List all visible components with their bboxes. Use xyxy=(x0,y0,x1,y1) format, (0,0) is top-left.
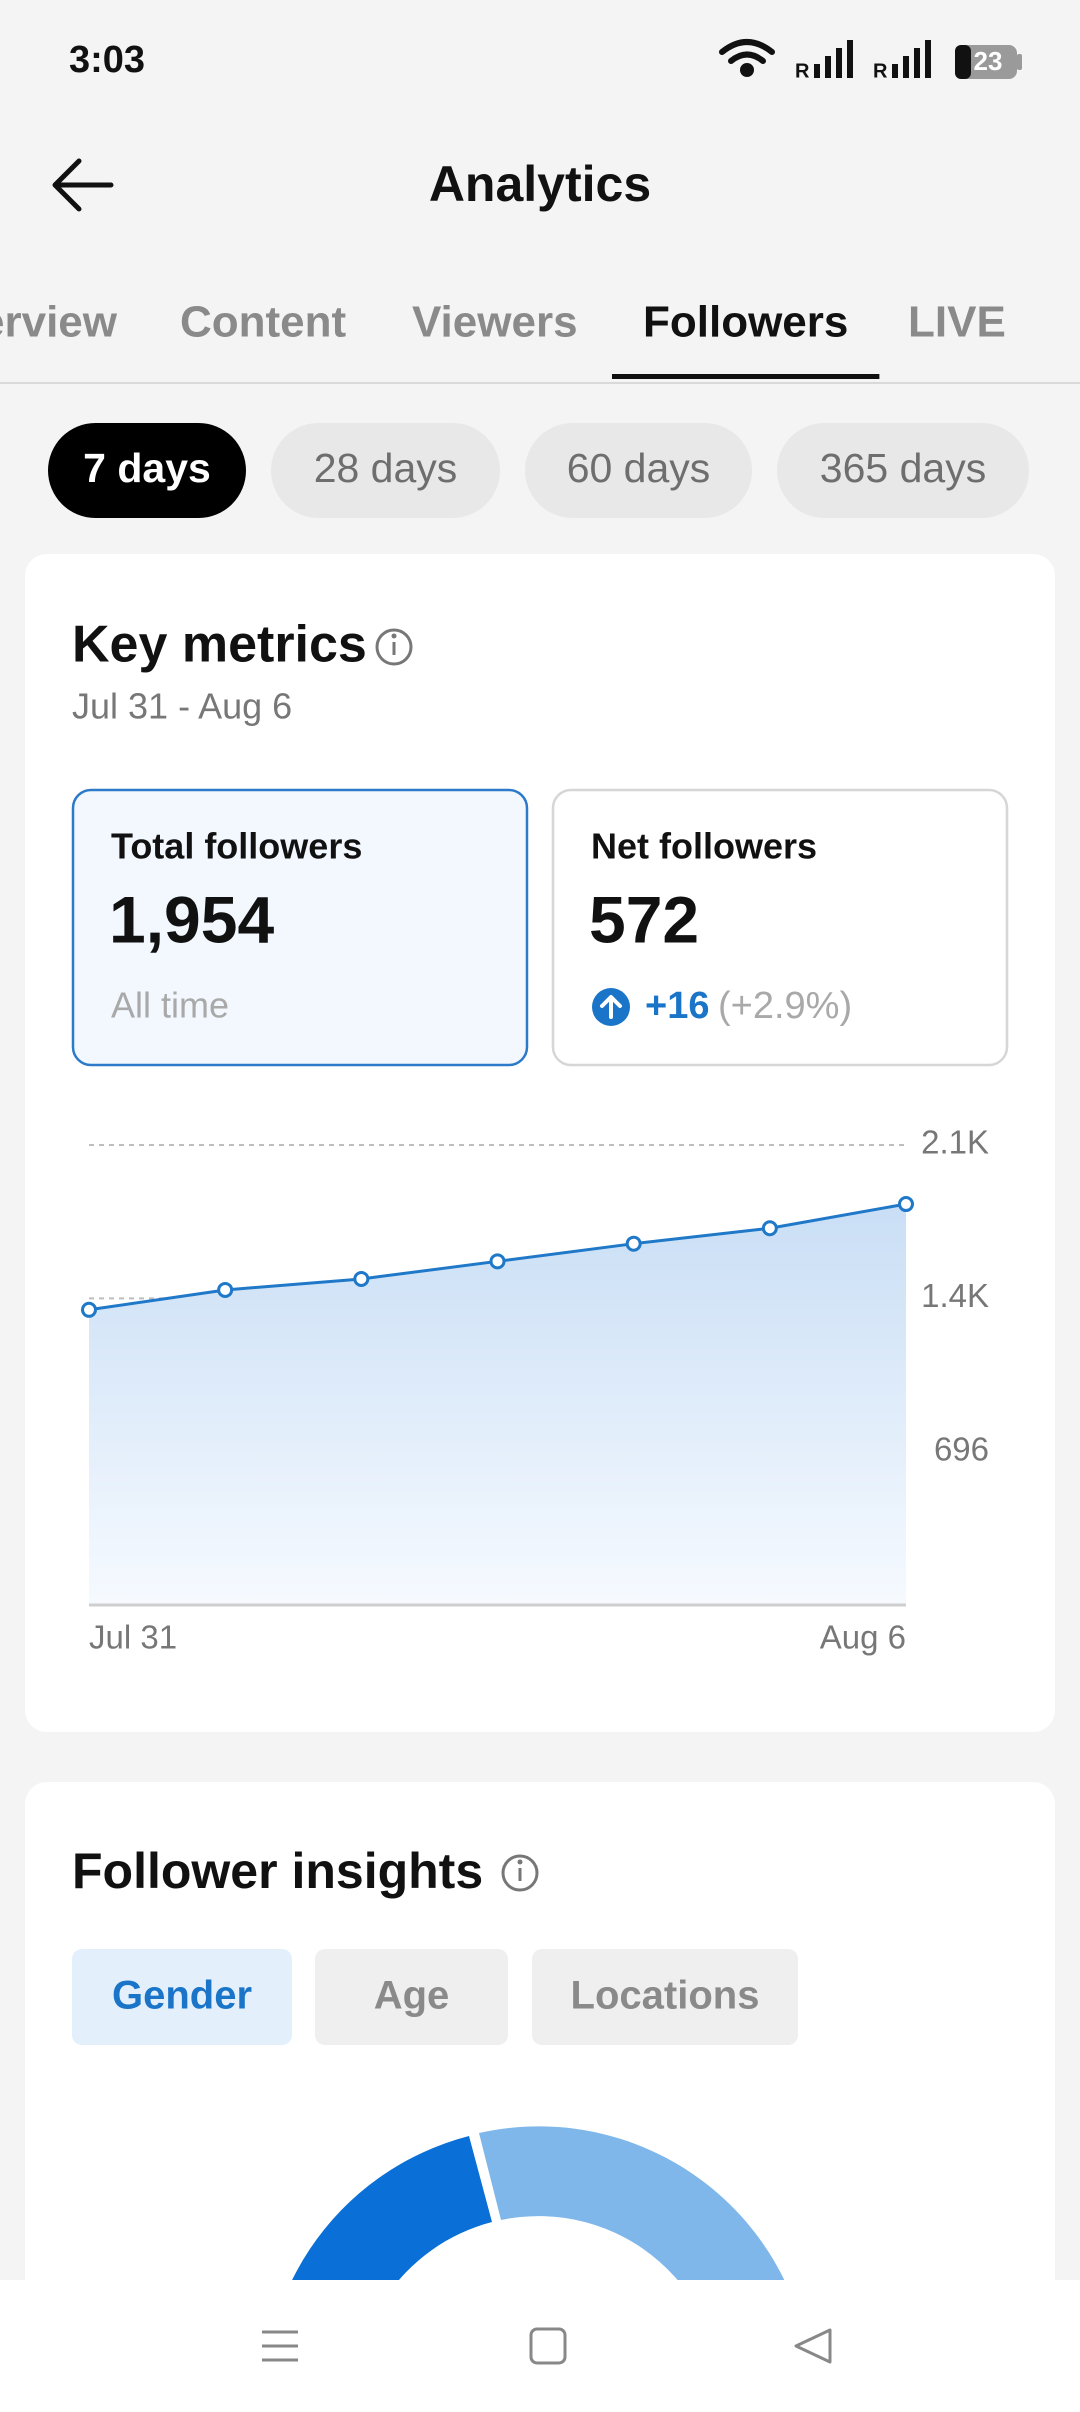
info-icon[interactable] xyxy=(375,628,413,666)
signal-icon xyxy=(814,40,853,78)
followers-chart: 696 1.4K 2.1K Jul 31 Aug 6 xyxy=(81,1124,989,1656)
metric-change: +16 xyxy=(645,985,709,1027)
info-icon[interactable] xyxy=(501,1854,539,1892)
page-title: Analytics xyxy=(429,156,651,212)
x-tick-label: Aug 6 xyxy=(820,1619,906,1656)
metric-box[interactable] xyxy=(551,788,1009,1067)
insight-tab[interactable] xyxy=(315,1949,508,2045)
data-point xyxy=(898,1196,914,1213)
data-point xyxy=(353,1270,370,1287)
metric-value: 572 xyxy=(589,882,699,956)
data-point xyxy=(81,1301,97,1318)
tab-bar: Overview Content Viewers Followers LIVE xyxy=(0,298,1006,379)
tab[interactable]: Content xyxy=(180,298,347,347)
insights-area: Follower insights Gender Age Locations xyxy=(25,1782,1055,2280)
y-tick-label: 2.1K xyxy=(921,1124,989,1161)
period-pill[interactable] xyxy=(48,423,246,518)
metric-note: All time xyxy=(111,985,229,1026)
donut-segment xyxy=(479,2126,785,2280)
insight-tabs: Gender Age Locations xyxy=(72,1949,798,2045)
signal-icon xyxy=(892,40,931,78)
data-point xyxy=(761,1220,778,1237)
section-title: Key metrics xyxy=(72,616,367,674)
tab[interactable]: Followers xyxy=(643,298,848,347)
tab[interactable]: Overview xyxy=(0,298,118,347)
area xyxy=(89,1204,906,1605)
insight-tab-label[interactable]: Locations xyxy=(571,1974,760,2018)
tab[interactable]: LIVE xyxy=(908,298,1006,347)
nav-bar xyxy=(0,2280,1080,2412)
x-tick-label: Jul 31 xyxy=(89,1619,177,1656)
roaming-label: R xyxy=(795,60,810,82)
metric-label: Total followers xyxy=(111,826,362,867)
home-button[interactable] xyxy=(529,2327,567,2365)
date-range: Jul 31 - Aug 6 xyxy=(72,686,292,727)
clock: 3:03 xyxy=(69,39,145,81)
period-pill[interactable] xyxy=(271,423,500,518)
battery-level: 23 xyxy=(974,46,1003,76)
metric-value: 1,954 xyxy=(109,882,274,956)
period-label[interactable]: 60 days xyxy=(567,445,711,491)
roaming-label: R xyxy=(873,60,888,82)
period-label[interactable]: 365 days xyxy=(820,445,986,491)
metric-label: Net followers xyxy=(591,826,817,867)
data-point xyxy=(625,1235,642,1252)
metric-box[interactable] xyxy=(71,788,529,1067)
wifi-icon xyxy=(719,39,775,77)
back-button[interactable] xyxy=(52,158,114,212)
insight-tab[interactable] xyxy=(72,1949,292,2045)
tab[interactable]: Viewers xyxy=(412,298,578,347)
back-nav-button[interactable] xyxy=(794,2328,832,2364)
insight-tab[interactable] xyxy=(532,1949,798,2045)
period-pill[interactable] xyxy=(525,423,752,518)
data-point xyxy=(217,1281,234,1298)
y-tick-label: 1.4K xyxy=(921,1277,989,1314)
insight-tab-label[interactable]: Age xyxy=(374,1974,450,2018)
battery-icon xyxy=(955,45,1022,79)
up-arrow-icon xyxy=(592,988,630,1026)
data-point xyxy=(489,1253,506,1270)
menu-button[interactable] xyxy=(262,2330,298,2362)
period-label[interactable]: 28 days xyxy=(314,445,458,491)
y-tick-label: 696 xyxy=(934,1430,989,1467)
period-selector: 7 days 28 days 60 days 365 days xyxy=(48,423,1029,518)
gender-donut xyxy=(292,2126,785,2280)
period-pill[interactable] xyxy=(777,423,1029,518)
period-label[interactable]: 7 days xyxy=(83,445,211,491)
metric-change-percent: (+2.9%) xyxy=(718,985,852,1027)
insight-tab-label[interactable]: Gender xyxy=(112,1974,252,2018)
section-title: Follower insights xyxy=(72,1843,483,1899)
donut-segment xyxy=(292,2136,492,2280)
tab-indicator xyxy=(612,374,880,379)
